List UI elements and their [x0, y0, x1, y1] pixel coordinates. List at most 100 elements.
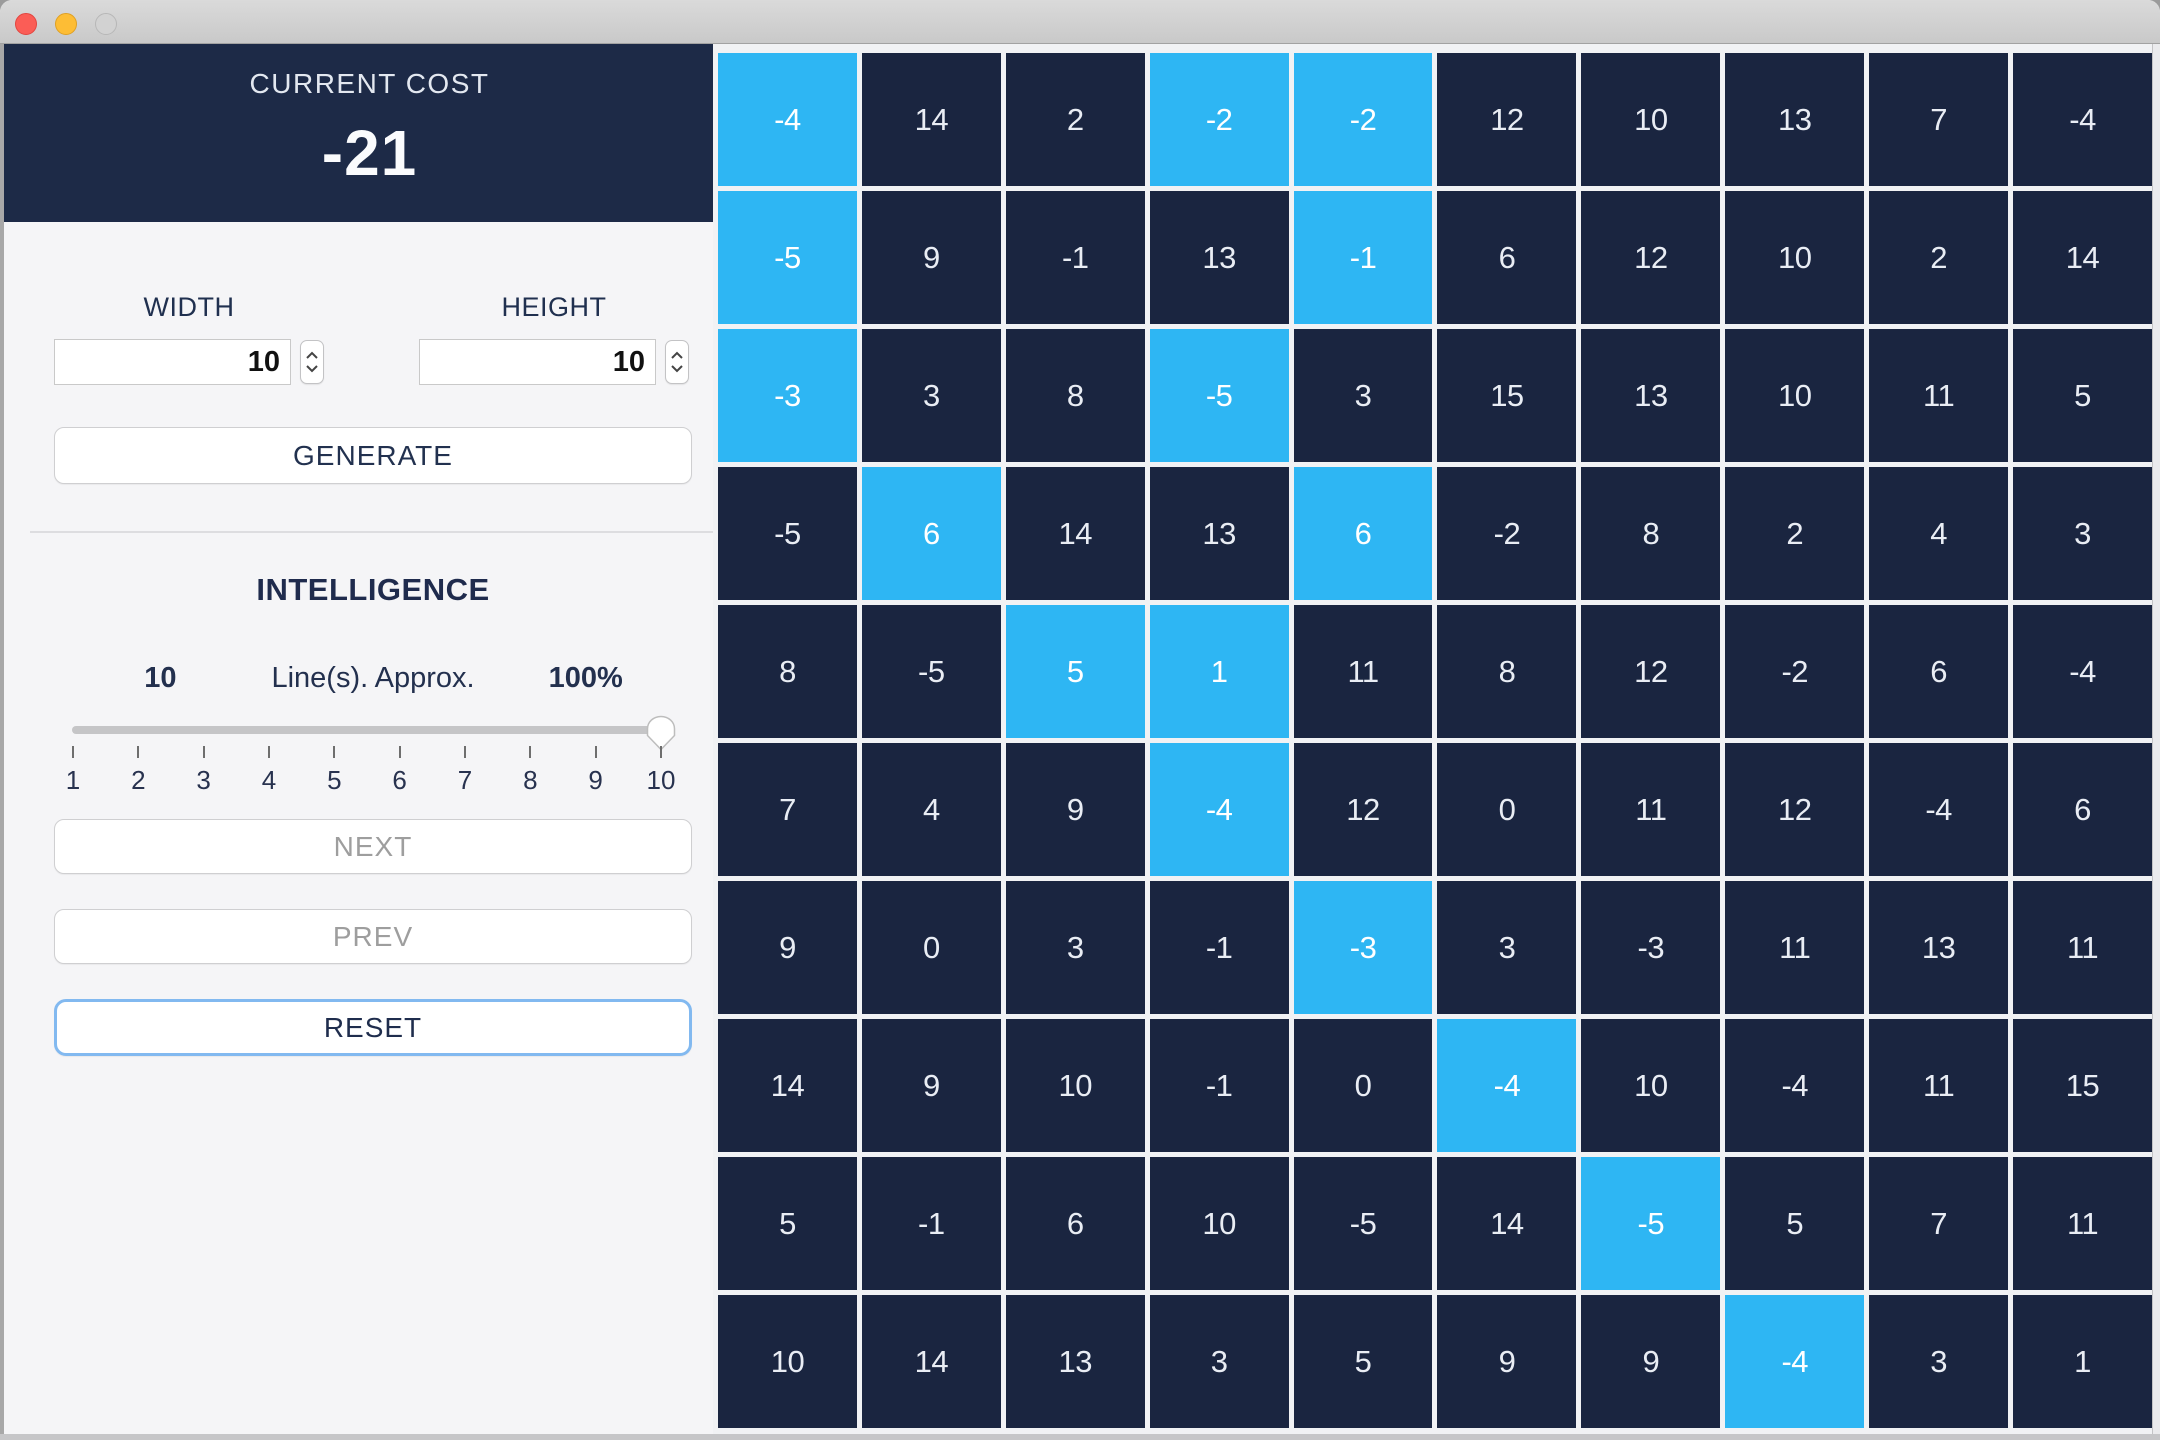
grid-cell[interactable]: -1	[1149, 1019, 1289, 1152]
height-stepper[interactable]	[665, 340, 689, 384]
grid-cell[interactable]: 12	[1293, 743, 1433, 876]
close-button[interactable]	[15, 13, 37, 35]
grid-cell[interactable]: 10	[1725, 329, 1865, 462]
grid-cell[interactable]: -2	[1725, 605, 1865, 738]
grid-cell[interactable]: 4	[861, 743, 1001, 876]
grid-cell[interactable]: 0	[1437, 743, 1577, 876]
grid-cell[interactable]: -4	[2013, 53, 2152, 186]
grid-cell[interactable]: 6	[861, 467, 1001, 600]
grid-cell[interactable]: 11	[1869, 1019, 2009, 1152]
grid-cell[interactable]: 9	[718, 881, 857, 1014]
grid-cell[interactable]: 8	[1005, 329, 1145, 462]
grid-cell[interactable]: -2	[1293, 53, 1433, 186]
reset-button[interactable]: RESET	[54, 999, 692, 1056]
grid-cell[interactable]: 12	[1581, 191, 1721, 324]
grid-cell[interactable]: -5	[861, 605, 1001, 738]
grid-cell[interactable]: 6	[1869, 605, 2009, 738]
window-titlebar[interactable]	[0, 0, 2160, 44]
grid-cell[interactable]: -5	[1581, 1157, 1721, 1290]
grid-cell[interactable]: 9	[861, 191, 1001, 324]
grid-cell[interactable]: 11	[1869, 329, 2009, 462]
grid-cell[interactable]: 9	[1437, 1295, 1577, 1428]
grid-cell[interactable]: 0	[861, 881, 1001, 1014]
grid-cell[interactable]: 3	[1149, 1295, 1289, 1428]
grid-cell[interactable]: 5	[1005, 605, 1145, 738]
grid-cell[interactable]: 7	[718, 743, 857, 876]
grid-cell[interactable]: 10	[1581, 53, 1721, 186]
grid-cell[interactable]: 3	[1293, 329, 1433, 462]
intelligence-slider-track[interactable]	[72, 726, 674, 734]
slider-tick[interactable]: 1	[59, 746, 87, 796]
grid-cell[interactable]: 11	[2013, 881, 2152, 1014]
grid-cell[interactable]: 9	[1581, 1295, 1721, 1428]
grid-cell[interactable]: 8	[1581, 467, 1721, 600]
grid-cell[interactable]: 3	[1005, 881, 1145, 1014]
grid-cell[interactable]: -4	[1437, 1019, 1577, 1152]
next-button[interactable]: NEXT	[54, 819, 692, 874]
grid-cell[interactable]: 10	[1149, 1157, 1289, 1290]
slider-tick[interactable]: 5	[320, 746, 348, 796]
zoom-button[interactable]	[95, 13, 117, 35]
generate-button[interactable]: GENERATE	[54, 427, 692, 484]
grid-cell[interactable]: -5	[1293, 1157, 1433, 1290]
grid-cell[interactable]: 10	[1005, 1019, 1145, 1152]
grid-cell[interactable]: 11	[1725, 881, 1865, 1014]
grid-cell[interactable]: -1	[1149, 881, 1289, 1014]
grid-cell[interactable]: 11	[1293, 605, 1433, 738]
grid-cell[interactable]: 3	[1869, 1295, 2009, 1428]
grid-cell[interactable]: -4	[1149, 743, 1289, 876]
minimize-button[interactable]	[55, 13, 77, 35]
prev-button[interactable]: PREV	[54, 909, 692, 964]
grid-cell[interactable]: -1	[1005, 191, 1145, 324]
slider-tick[interactable]: 3	[190, 746, 218, 796]
grid-cell[interactable]: 3	[1437, 881, 1577, 1014]
grid-cell[interactable]: -4	[718, 53, 857, 186]
grid-cell[interactable]: 12	[1581, 605, 1721, 738]
slider-tick[interactable]: 7	[451, 746, 479, 796]
grid-cell[interactable]: 9	[1005, 743, 1145, 876]
width-stepper[interactable]	[300, 340, 324, 384]
grid-cell[interactable]: -4	[1725, 1019, 1865, 1152]
grid-cell[interactable]: -1	[1293, 191, 1433, 324]
grid-cell[interactable]: 13	[1869, 881, 2009, 1014]
grid-cell[interactable]: 14	[2013, 191, 2152, 324]
width-input[interactable]	[54, 339, 291, 385]
grid-cell[interactable]: 5	[1725, 1157, 1865, 1290]
grid-cell[interactable]: 15	[1437, 329, 1577, 462]
grid-cell[interactable]: 3	[2013, 467, 2152, 600]
grid-cell[interactable]: 2	[1725, 467, 1865, 600]
grid-cell[interactable]: 13	[1149, 467, 1289, 600]
grid-cell[interactable]: 6	[1437, 191, 1577, 324]
grid-cell[interactable]: 5	[1293, 1295, 1433, 1428]
grid-cell[interactable]: 11	[1581, 743, 1721, 876]
grid-cell[interactable]: 15	[2013, 1019, 2152, 1152]
slider-tick[interactable]: 6	[386, 746, 414, 796]
grid-cell[interactable]: 5	[2013, 329, 2152, 462]
grid-cell[interactable]: -1	[861, 1157, 1001, 1290]
grid-cell[interactable]: -2	[1437, 467, 1577, 600]
grid-cell[interactable]: 14	[861, 53, 1001, 186]
slider-tick[interactable]: 2	[124, 746, 152, 796]
grid-cell[interactable]: 13	[1581, 329, 1721, 462]
grid-cell[interactable]: -2	[1149, 53, 1289, 186]
grid-cell[interactable]: 7	[1869, 53, 2009, 186]
grid-cell[interactable]: 2	[1869, 191, 2009, 324]
grid-cell[interactable]: 1	[1149, 605, 1289, 738]
grid-cell[interactable]: 9	[861, 1019, 1001, 1152]
grid-cell[interactable]: 4	[1869, 467, 2009, 600]
grid-cell[interactable]: -5	[718, 467, 857, 600]
grid-cell[interactable]: 13	[1149, 191, 1289, 324]
grid-cell[interactable]: 0	[1293, 1019, 1433, 1152]
grid-cell[interactable]: 12	[1725, 743, 1865, 876]
slider-tick[interactable]: 4	[255, 746, 283, 796]
grid-cell[interactable]: 11	[2013, 1157, 2152, 1290]
grid-cell[interactable]: 6	[1005, 1157, 1145, 1290]
grid-cell[interactable]: 6	[1293, 467, 1433, 600]
grid-cell[interactable]: 3	[861, 329, 1001, 462]
grid-cell[interactable]: -3	[1581, 881, 1721, 1014]
grid-cell[interactable]: 6	[2013, 743, 2152, 876]
grid-cell[interactable]: -3	[718, 329, 857, 462]
grid-cell[interactable]: -4	[1869, 743, 2009, 876]
grid-cell[interactable]: -4	[1725, 1295, 1865, 1428]
grid-cell[interactable]: 10	[1581, 1019, 1721, 1152]
